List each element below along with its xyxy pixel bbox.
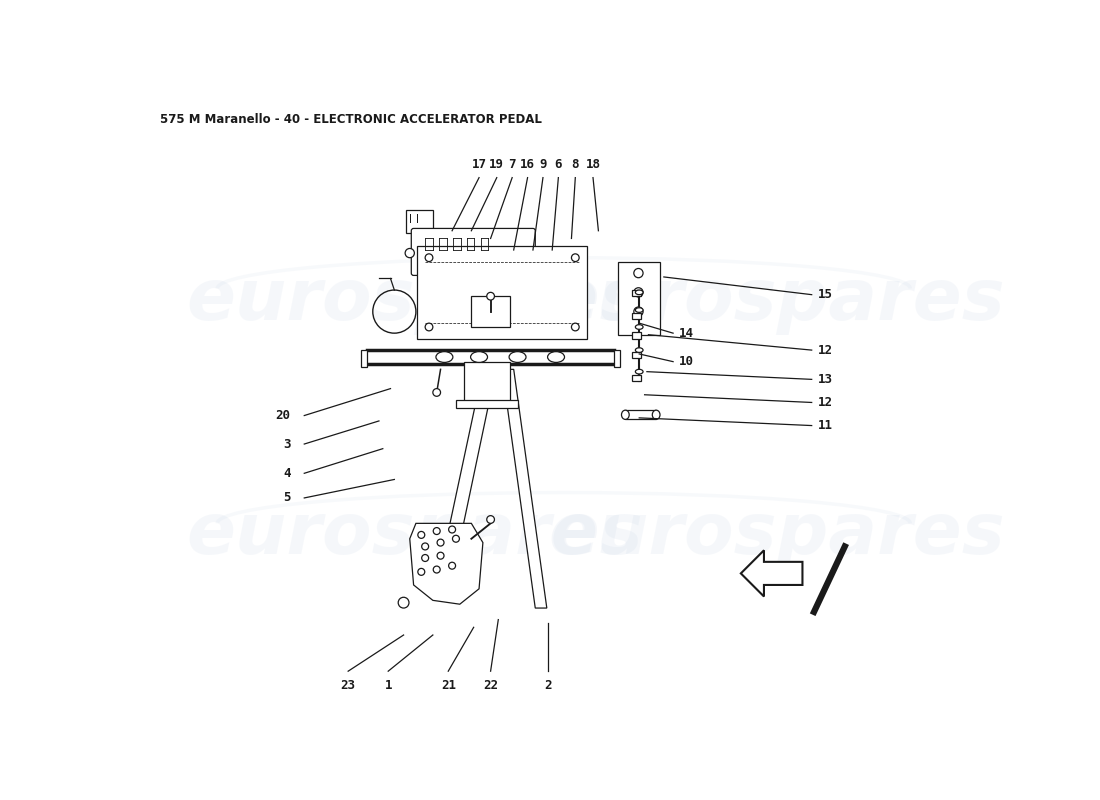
Circle shape — [437, 539, 444, 546]
Polygon shape — [741, 550, 803, 597]
Text: 22: 22 — [483, 679, 498, 692]
Text: 8: 8 — [572, 158, 579, 171]
Circle shape — [421, 543, 429, 550]
Circle shape — [437, 552, 444, 559]
Text: 21: 21 — [441, 679, 455, 692]
Polygon shape — [502, 370, 547, 608]
Text: 23: 23 — [341, 679, 355, 692]
Text: 13: 13 — [818, 373, 833, 386]
Text: 7: 7 — [508, 158, 516, 171]
Ellipse shape — [652, 410, 660, 419]
Text: 2: 2 — [544, 679, 552, 692]
FancyBboxPatch shape — [406, 210, 433, 233]
Ellipse shape — [471, 352, 487, 362]
Text: 4: 4 — [283, 467, 290, 480]
Bar — [464, 362, 510, 404]
Circle shape — [398, 598, 409, 608]
Text: eurospares: eurospares — [548, 501, 1005, 570]
Text: 16: 16 — [520, 158, 535, 171]
Text: 18: 18 — [585, 158, 601, 171]
Text: 12: 12 — [818, 396, 833, 409]
Text: eurospares: eurospares — [548, 266, 1005, 334]
Ellipse shape — [509, 352, 526, 362]
Circle shape — [433, 566, 440, 573]
Bar — [631, 332, 640, 338]
Text: 10: 10 — [680, 355, 694, 368]
Circle shape — [634, 288, 643, 297]
Text: 20: 20 — [275, 409, 290, 422]
Ellipse shape — [548, 352, 564, 362]
Text: 575 M Maranello - 40 - ELECTRONIC ACCELERATOR PEDAL: 575 M Maranello - 40 - ELECTRONIC ACCELE… — [160, 113, 541, 126]
Text: 17: 17 — [472, 158, 486, 171]
Circle shape — [433, 527, 440, 534]
FancyBboxPatch shape — [411, 229, 536, 275]
Ellipse shape — [636, 290, 644, 294]
Polygon shape — [409, 523, 483, 604]
Text: 6: 6 — [554, 158, 562, 171]
Circle shape — [571, 254, 579, 262]
Circle shape — [634, 307, 643, 316]
Bar — [631, 290, 640, 296]
Circle shape — [418, 568, 425, 575]
Ellipse shape — [436, 352, 453, 362]
Polygon shape — [434, 370, 496, 597]
Bar — [631, 313, 640, 319]
Bar — [631, 374, 640, 381]
Bar — [631, 352, 640, 358]
Circle shape — [405, 249, 415, 258]
Text: eurospares: eurospares — [186, 266, 643, 334]
Text: 19: 19 — [490, 158, 504, 171]
Text: 14: 14 — [680, 326, 694, 340]
Circle shape — [486, 516, 495, 523]
Text: eurospares: eurospares — [186, 501, 643, 570]
Bar — [472, 296, 510, 327]
Bar — [614, 350, 620, 367]
Text: 12: 12 — [818, 344, 833, 357]
Ellipse shape — [636, 308, 644, 312]
Ellipse shape — [636, 370, 644, 374]
Circle shape — [452, 535, 460, 542]
Polygon shape — [418, 246, 587, 338]
Text: 1: 1 — [384, 679, 392, 692]
Text: 5: 5 — [283, 491, 290, 505]
Text: 15: 15 — [818, 288, 833, 301]
Circle shape — [449, 562, 455, 569]
Circle shape — [571, 323, 579, 331]
Ellipse shape — [621, 410, 629, 419]
Circle shape — [425, 323, 433, 331]
Text: 3: 3 — [283, 438, 290, 450]
Bar — [618, 262, 660, 334]
Circle shape — [418, 531, 425, 538]
Ellipse shape — [636, 348, 644, 353]
Ellipse shape — [636, 325, 644, 330]
Circle shape — [634, 269, 643, 278]
Text: 11: 11 — [818, 419, 833, 432]
Circle shape — [421, 554, 429, 562]
Circle shape — [449, 526, 455, 533]
Circle shape — [432, 389, 440, 396]
Bar — [625, 410, 656, 419]
Bar — [361, 350, 367, 367]
Text: 9: 9 — [539, 158, 547, 171]
Bar — [455, 400, 517, 408]
Circle shape — [425, 254, 433, 262]
Circle shape — [486, 292, 495, 300]
